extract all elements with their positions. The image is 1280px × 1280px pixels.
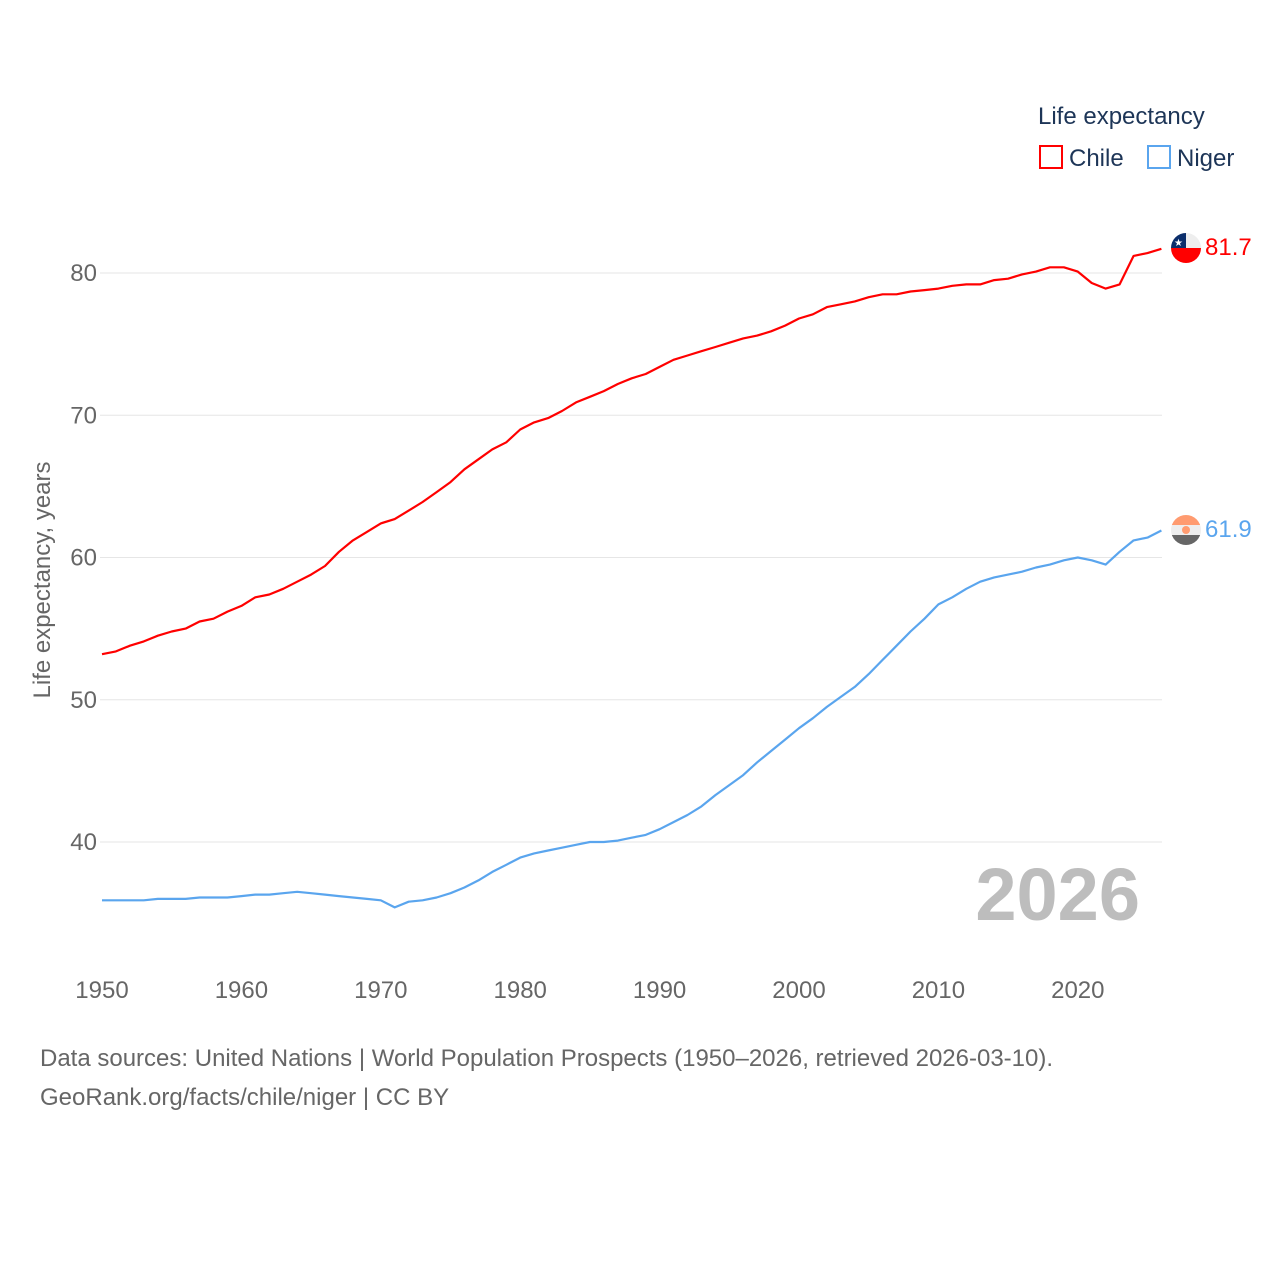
y-axis-label: Life expectancy, years — [29, 461, 56, 698]
legend-swatch-chile — [1039, 145, 1063, 169]
x-tick-label: 2000 — [772, 977, 825, 1004]
legend-label-niger[interactable]: Niger — [1177, 145, 1234, 172]
x-tick-label: 1950 — [75, 977, 128, 1004]
data-source-note: Data sources: United Nations | World Pop… — [40, 1045, 1054, 1072]
legend-label-chile[interactable]: Chile — [1069, 145, 1124, 172]
legend-title: Life expectancy — [1038, 103, 1205, 130]
x-tick-label: 2010 — [912, 977, 965, 1004]
y-tick-label: 60 — [70, 545, 97, 572]
x-tick-label: 2020 — [1051, 977, 1104, 1004]
chile-flag-icon: ★ — [1171, 233, 1201, 263]
y-tick-label: 40 — [70, 829, 97, 856]
x-tick-label: 1990 — [633, 977, 686, 1004]
series-line-niger[interactable] — [102, 529, 1162, 909]
y-tick-label: 70 — [70, 402, 97, 429]
x-tick-label: 1970 — [354, 977, 407, 1004]
legend: Life expectancy Chile Niger — [1038, 103, 1234, 172]
svg-text:★: ★ — [1174, 238, 1183, 249]
legend-swatch-niger — [1147, 145, 1171, 169]
niger-end-label: 61.9 — [1205, 516, 1252, 543]
current-year-label: 2026 — [975, 853, 1140, 936]
y-tick-label: 50 — [70, 687, 97, 714]
x-tick-label: 1980 — [494, 977, 547, 1004]
y-tick-label: 80 — [70, 260, 97, 287]
x-tick-label: 1960 — [215, 977, 268, 1004]
attribution-link[interactable]: GeoRank.org/facts/chile/niger | CC BY — [40, 1084, 450, 1111]
chile-end-label: 81.7 — [1205, 234, 1252, 261]
series-line-chile[interactable] — [101, 247, 1162, 656]
niger-flag-icon — [1171, 515, 1201, 545]
